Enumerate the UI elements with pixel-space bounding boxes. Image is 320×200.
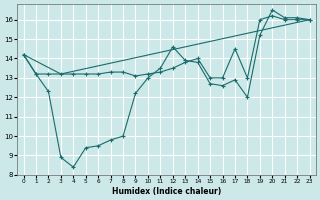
X-axis label: Humidex (Indice chaleur): Humidex (Indice chaleur): [112, 187, 221, 196]
